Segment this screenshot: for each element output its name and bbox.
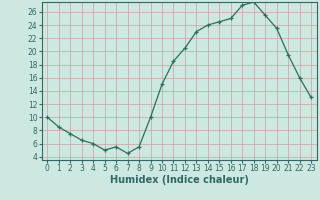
- X-axis label: Humidex (Indice chaleur): Humidex (Indice chaleur): [110, 175, 249, 185]
